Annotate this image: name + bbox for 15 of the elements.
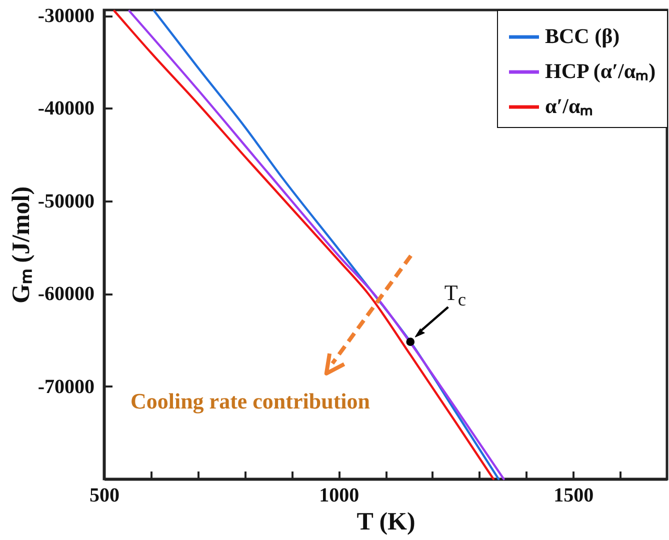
- x-tick-label: 1000: [319, 484, 360, 506]
- annotation: Cooling rate contribution: [130, 388, 370, 414]
- annotation: T$_{c}$: [444, 280, 466, 312]
- legend-label: α′/αₘ: [545, 94, 594, 118]
- y-tick-label: -50000: [38, 190, 94, 212]
- x-tick-label: 1500: [554, 484, 594, 506]
- legend-label: BCC (β): [545, 24, 620, 48]
- y-axis-title: Gₘ (J/mol): [8, 186, 35, 304]
- x-axis-title: T (K): [356, 508, 416, 536]
- y-tick-label: -30000: [38, 5, 94, 28]
- y-tick-label: -40000: [38, 98, 94, 120]
- y-tick-label: -60000: [38, 283, 94, 306]
- x-tick-label: 500: [90, 484, 120, 506]
- legend-label: HCP (α′/αₘ): [545, 59, 656, 83]
- y-tick-label: -70000: [38, 376, 94, 398]
